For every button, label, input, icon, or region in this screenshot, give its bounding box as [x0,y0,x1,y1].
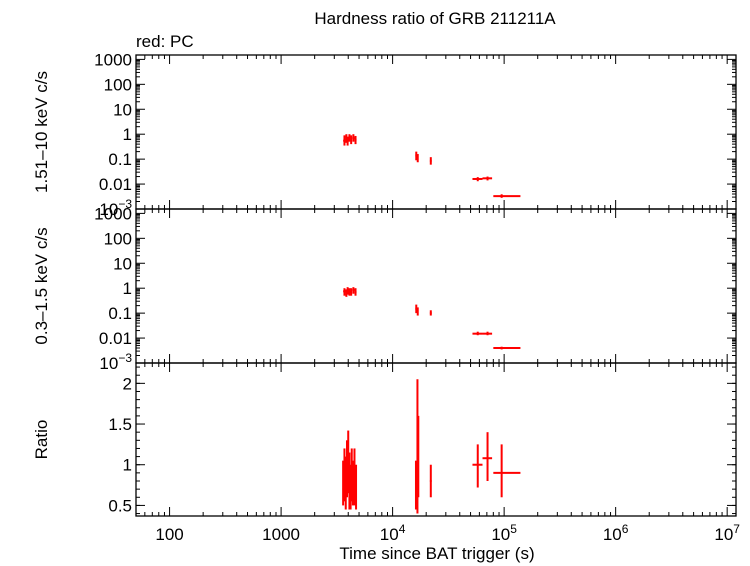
panel-2: 1000 100 10 1 0.1 0.01 10−3 0.3–1.5 keV c/s [32,204,737,373]
data-point [346,287,349,295]
y-tick-label: 1 [123,279,132,298]
y-tick-label: 10 [113,254,132,273]
panel-3: 2 1.5 1 0.5 100 1000 104 105 106 107 Ratio [32,362,740,544]
y-tick-label: 10−3 [99,351,132,373]
chart-title: Hardness ratio of GRB 211211A [314,9,556,28]
y-tick-label: 1000 [94,204,132,223]
data-point [351,460,354,506]
x-tick-label: 106 [603,522,629,544]
y-axis-label: 1.51–10 keV c/s [32,71,51,193]
data-point [416,307,419,316]
panel-frame [135,54,737,210]
data-point [355,464,358,510]
data-point [482,176,493,181]
y-tick-label: 0.1 [108,304,132,323]
x-tick-label: 105 [491,522,517,544]
panel-1: 1000 100 10 1 0.1 0.01 10−3 1.51–10 keV c/s [32,50,737,219]
data-point [348,288,351,296]
y-axis-label: Ratio [32,420,51,460]
data-point [354,135,357,145]
data-point [352,287,355,294]
x-tick-label: 107 [714,522,740,544]
data-point [416,154,419,163]
data-point [343,135,346,146]
y-tick-label: 100 [104,75,132,94]
data-point [429,464,432,498]
y-tick-label: 1000 [94,50,132,69]
data-point [472,331,483,336]
y-tick-label: 1.5 [108,415,132,434]
y-tick-label: 0.01 [99,175,132,194]
data-point [414,460,417,510]
data-point [482,432,493,482]
data-point [472,177,483,182]
y-tick-label: 2 [123,374,132,393]
y-tick-label: 1 [123,456,132,475]
chart-subtitle: red: PC [136,32,194,51]
data-point [343,288,346,296]
data-point [482,331,493,336]
y-axis-label: 0.3–1.5 keV c/s [32,227,51,344]
y-tick-label: 10−3 [99,197,132,219]
y-tick-label: 1 [123,125,132,144]
x-tick-label: 104 [380,522,406,544]
data-point [429,157,432,165]
y-tick-label: 0.1 [108,150,132,169]
x-tick-label: 1000 [262,525,300,544]
data-point [346,136,349,146]
data-point [354,288,357,296]
x-tick-label: 100 [155,525,183,544]
y-tick-label: 0.01 [99,329,132,348]
data-point [429,310,432,316]
panel-frame [135,208,737,364]
data-point [352,134,355,142]
data-point [472,444,483,488]
data-point [493,346,521,350]
y-tick-label: 0.5 [108,496,132,515]
data-point [350,288,353,296]
y-tick-label: 100 [104,229,132,248]
data-point [417,415,420,498]
panel-frame [135,362,737,517]
data-point [350,135,353,145]
y-tick-label: 10 [113,100,132,119]
data-point [493,194,521,198]
data-point [493,444,521,498]
x-axis-label: Time since BAT trigger (s) [339,544,534,563]
data-point [348,134,351,142]
